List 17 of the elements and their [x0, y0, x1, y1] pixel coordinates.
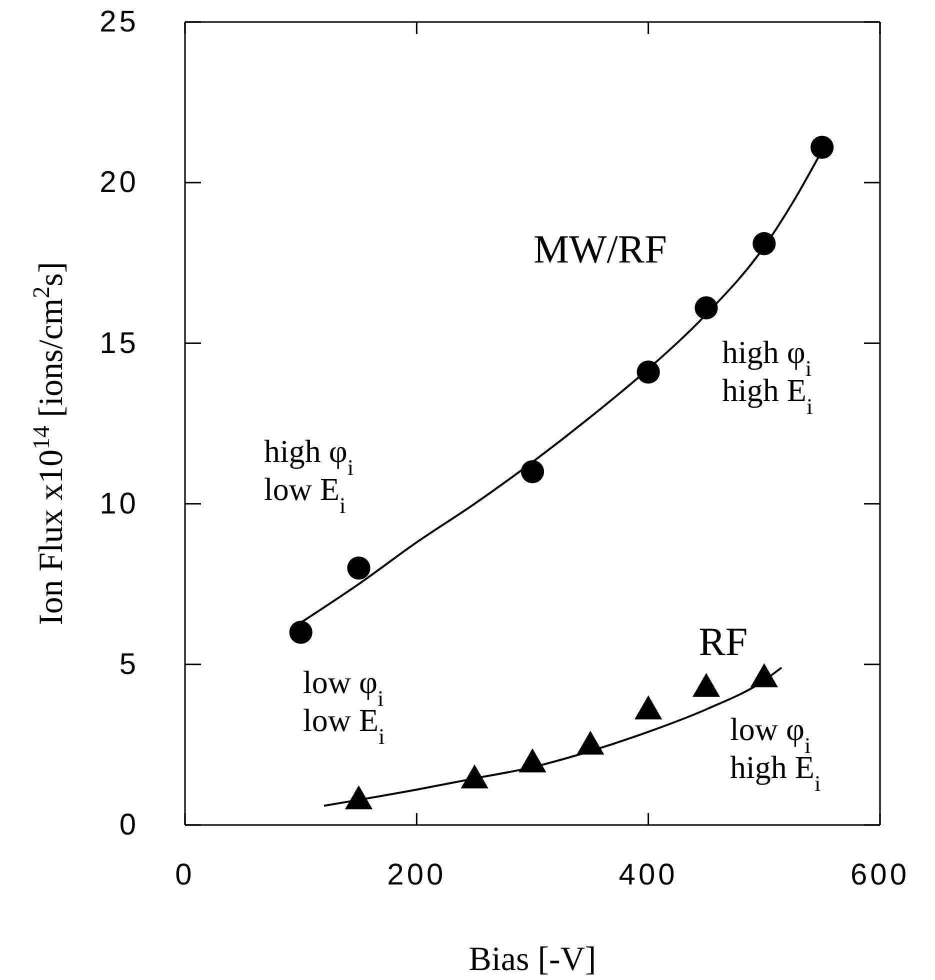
y-tick-label: 25: [100, 6, 139, 39]
x-axis-title: Bias [-V]: [468, 941, 596, 978]
series-label: MW/RF: [533, 226, 667, 272]
x-tick-label: 400: [618, 858, 678, 892]
x-tick-label: 200: [387, 858, 446, 892]
y-tick-label: 0: [119, 808, 139, 842]
y-tick-label: 10: [100, 487, 139, 520]
y-tick-label: 20: [100, 166, 139, 200]
x-tick-label: 600: [850, 858, 910, 892]
x-tick-label: 0: [175, 858, 195, 892]
annotation: low φ$_{i}$ high E$_{i}$: [730, 711, 821, 796]
y-tick-label: 15: [100, 326, 139, 360]
annotation: high φ$_{i}$ low E$_{i}$: [264, 433, 354, 518]
annotation: high φ$_{i}$ high E$_{i}$: [722, 334, 813, 418]
series-label: RF: [698, 619, 748, 664]
annotation: low φ$_{i}$ low E$_{i}$: [303, 664, 385, 748]
y-tick-label: 5: [119, 648, 139, 681]
